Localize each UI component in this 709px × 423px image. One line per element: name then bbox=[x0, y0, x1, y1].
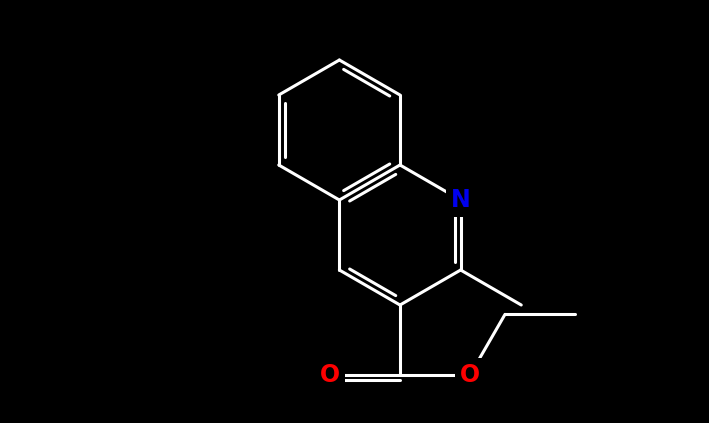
Text: O: O bbox=[460, 363, 480, 387]
Text: N: N bbox=[451, 188, 471, 212]
Text: O: O bbox=[320, 363, 340, 387]
